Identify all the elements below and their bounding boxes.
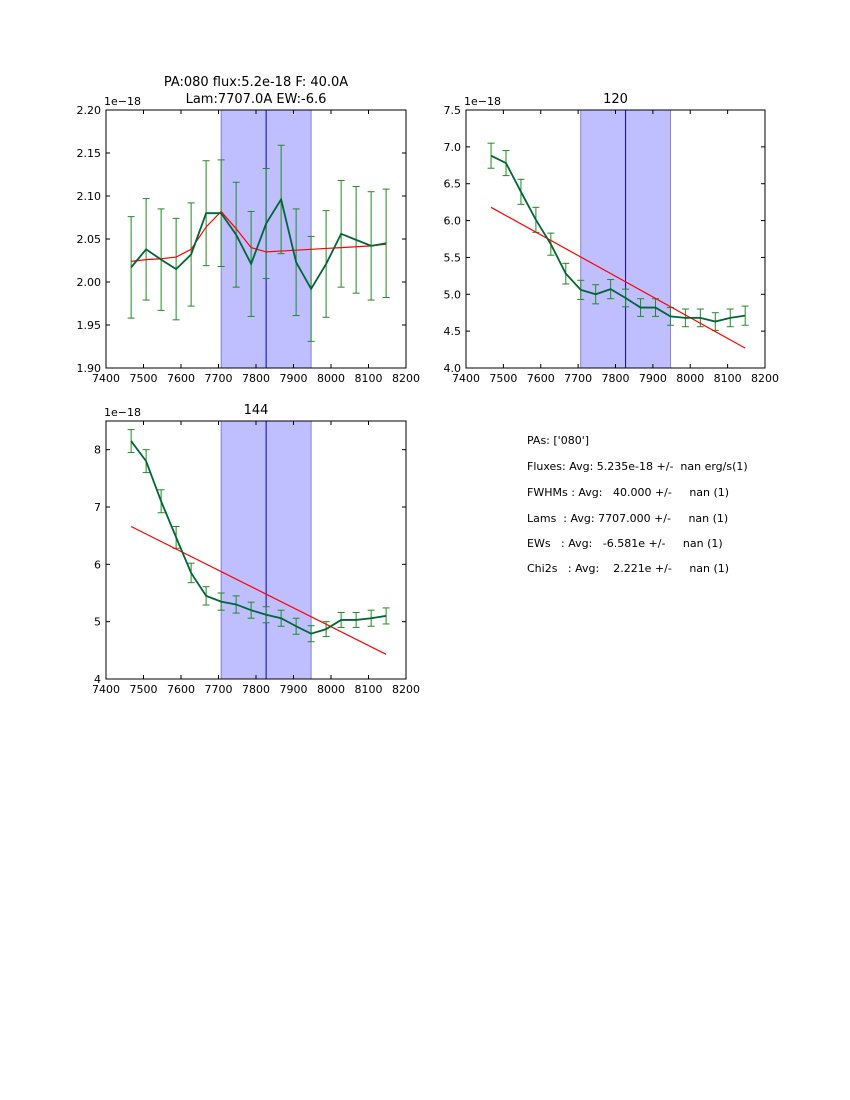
y-tick-label: 2.10 <box>77 190 102 203</box>
x-tick-label: 8100 <box>714 372 742 385</box>
chart-title: 144 <box>244 403 269 418</box>
chart-panel-2: 7400 7500 7600 7700 7800 7900 8000 8100 8200 4.0 4… <box>444 92 780 385</box>
y-tick-label: 2.20 <box>77 104 102 117</box>
y-axis-exponent: 1e−18 <box>464 95 501 108</box>
x-tick-label: 7900 <box>280 372 308 385</box>
summary-chi2s: Chi2s : Avg: 2.221e +/- nan (1) <box>527 562 730 575</box>
chart-title: PA:080 flux:5.2e-18 F: 40.0A <box>164 75 348 90</box>
y-tick-label: 2.15 <box>77 147 102 160</box>
x-tick-label: 7400 <box>452 372 480 385</box>
plot-area <box>487 110 749 368</box>
x-tick-label: 7900 <box>639 372 667 385</box>
x-tick-label: 7700 <box>205 683 233 696</box>
x-tick-label: 7500 <box>130 372 158 385</box>
x-tick-label: 8000 <box>676 372 704 385</box>
summary-fluxes: Fluxes: Avg: 5.235e-18 +/- nan erg/s(1) <box>527 460 748 473</box>
summary-lams: Lams : Avg: 7707.000 +/- nan (1) <box>527 512 729 525</box>
x-tick-label: 7600 <box>167 683 195 696</box>
x-tick-label: 7700 <box>564 372 592 385</box>
y-tick-label: 6.0 <box>444 215 462 228</box>
y-tick-label: 5 <box>94 616 101 629</box>
y-tick-label: 7 <box>94 501 101 514</box>
y-tick-label: 2.05 <box>77 233 102 246</box>
y-tick-label: 8 <box>94 444 101 457</box>
y-tick-label: 2.00 <box>77 276 102 289</box>
x-tick-label: 8100 <box>355 683 383 696</box>
x-tick-label: 7400 <box>92 372 120 385</box>
x-tick-label: 8200 <box>751 372 779 385</box>
x-tick-label: 8000 <box>317 372 345 385</box>
x-tick-label: 7700 <box>205 372 233 385</box>
y-tick-label: 6.5 <box>444 178 462 191</box>
y-tick-label: 5.0 <box>444 288 462 301</box>
x-tick-label: 8100 <box>355 372 383 385</box>
x-tick-label: 8200 <box>392 683 420 696</box>
x-tick-label: 7900 <box>280 683 308 696</box>
x-tick-label: 7500 <box>130 683 158 696</box>
summary-fwhms: FWHMs : Avg: 40.000 +/- nan (1) <box>527 486 730 499</box>
y-tick-label: 7.0 <box>444 141 462 154</box>
summary-ews: EWs : Avg: -6.581e +/- nan (1) <box>527 537 723 550</box>
chart-panel-1: 7400 7500 7600 7700 7800 7900 8000 8100 8200 1.90… <box>77 75 421 385</box>
summary-pas: PAs: ['080'] <box>527 434 590 447</box>
model-line <box>490 206 746 349</box>
chart-subtitle: Lam:7707.0A EW:-6.6 <box>186 92 327 107</box>
x-tick-label: 7800 <box>602 372 630 385</box>
y-tick-label: 1.90 <box>77 362 102 375</box>
errorbar <box>741 305 749 326</box>
x-tick-label: 7600 <box>527 372 555 385</box>
y-tick-label: 6 <box>94 558 101 571</box>
chart-title: 120 <box>603 92 628 107</box>
y-tick-label: 4.0 <box>444 362 462 375</box>
model-line <box>130 525 387 655</box>
x-tick-label: 7600 <box>167 372 195 385</box>
y-axis-exponent: 1e−18 <box>104 95 141 108</box>
x-tick-label: 8000 <box>317 683 345 696</box>
x-tick-label: 7500 <box>489 372 517 385</box>
data-line <box>490 154 746 323</box>
x-tick-label: 7800 <box>242 372 270 385</box>
chart-panel-3: 7400 7500 7600 7700 7800 7900 8000 8100 8200 4 5 6 7… <box>92 403 420 696</box>
y-tick-label: 1.95 <box>77 319 102 332</box>
errorbar <box>127 429 135 454</box>
y-tick-label: 7.5 <box>444 104 462 117</box>
data-line <box>130 197 387 291</box>
y-tick-label: 5.5 <box>444 251 462 264</box>
y-axis-exponent: 1e−18 <box>104 406 141 419</box>
x-tick-label: 7400 <box>92 683 120 696</box>
data-line <box>130 440 387 635</box>
y-tick-label: 4 <box>94 673 101 686</box>
y-tick-label: 4.5 <box>444 325 462 338</box>
x-tick-label: 8200 <box>392 372 420 385</box>
model-line <box>131 210 387 262</box>
plot-area <box>127 110 390 368</box>
plot-area <box>127 421 390 679</box>
x-tick-label: 7800 <box>242 683 270 696</box>
